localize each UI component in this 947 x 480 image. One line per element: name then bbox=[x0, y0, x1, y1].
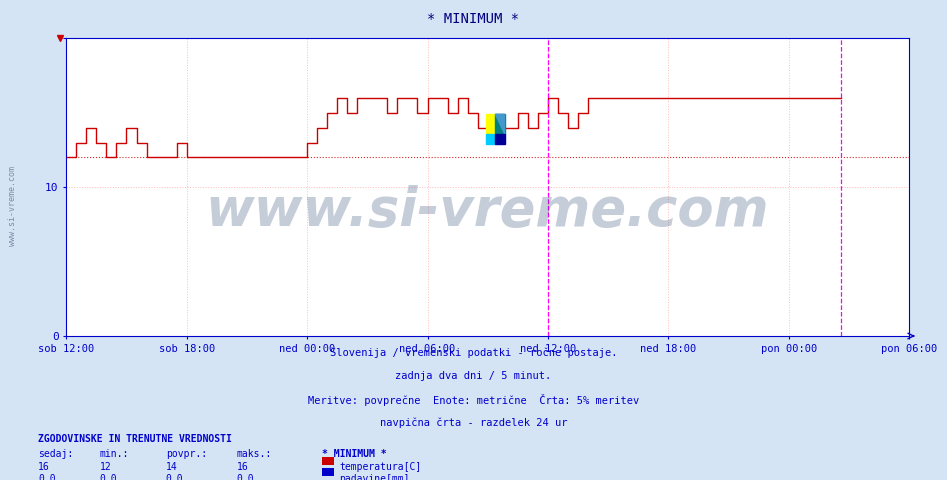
Text: min.:: min.: bbox=[99, 449, 129, 459]
Text: sedaj:: sedaj: bbox=[38, 449, 73, 459]
Text: temperatura[C]: temperatura[C] bbox=[339, 462, 421, 472]
Text: 0,0: 0,0 bbox=[99, 474, 117, 480]
Text: www.si-vreme.com: www.si-vreme.com bbox=[205, 185, 770, 237]
Text: 0,0: 0,0 bbox=[38, 474, 56, 480]
Text: 0,0: 0,0 bbox=[237, 474, 255, 480]
Polygon shape bbox=[495, 114, 505, 133]
Text: * MINIMUM *: * MINIMUM * bbox=[427, 12, 520, 26]
Bar bbox=[495, 133, 505, 144]
Text: 16: 16 bbox=[237, 462, 248, 472]
Text: navpična črta - razdelek 24 ur: navpična črta - razdelek 24 ur bbox=[380, 417, 567, 428]
Bar bbox=[486, 114, 495, 133]
Text: povpr.:: povpr.: bbox=[166, 449, 206, 459]
Text: www.si-vreme.com: www.si-vreme.com bbox=[8, 167, 17, 246]
Text: 0,0: 0,0 bbox=[166, 474, 184, 480]
Text: Meritve: povprečne  Enote: metrične  Črta: 5% meritev: Meritve: povprečne Enote: metrične Črta:… bbox=[308, 394, 639, 406]
Text: 14: 14 bbox=[166, 462, 177, 472]
Text: * MINIMUM *: * MINIMUM * bbox=[322, 449, 386, 459]
Text: padavine[mm]: padavine[mm] bbox=[339, 474, 409, 480]
Polygon shape bbox=[495, 114, 505, 133]
Text: 16: 16 bbox=[38, 462, 49, 472]
Text: maks.:: maks.: bbox=[237, 449, 272, 459]
Text: zadnja dva dni / 5 minut.: zadnja dva dni / 5 minut. bbox=[396, 371, 551, 381]
Text: ZGODOVINSKE IN TRENUTNE VREDNOSTI: ZGODOVINSKE IN TRENUTNE VREDNOSTI bbox=[38, 434, 232, 444]
Text: 12: 12 bbox=[99, 462, 111, 472]
Text: Slovenija / vremenski podatki - ročne postaje.: Slovenija / vremenski podatki - ročne po… bbox=[330, 348, 617, 359]
Bar bbox=[486, 133, 495, 144]
